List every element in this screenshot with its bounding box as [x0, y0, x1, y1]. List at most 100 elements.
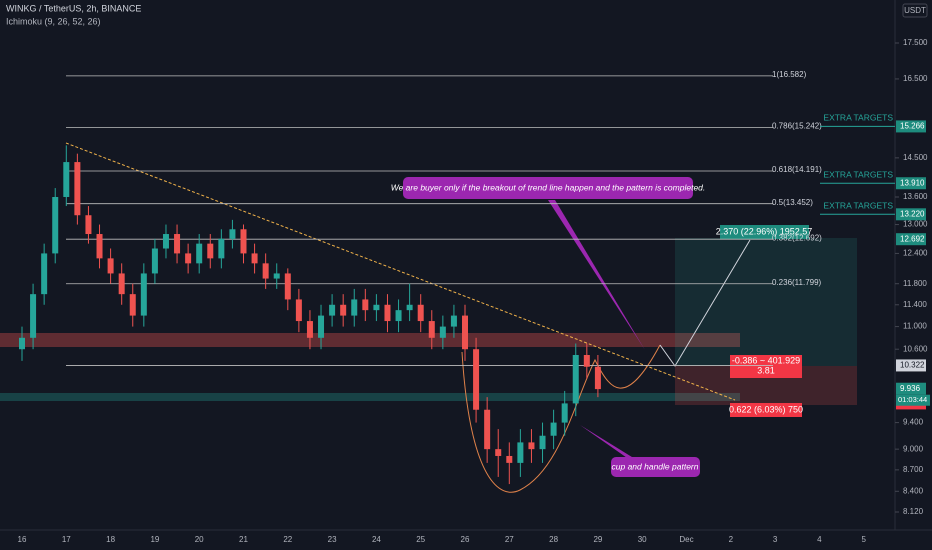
callout-box — [611, 457, 700, 477]
price-tag — [896, 177, 926, 190]
candle-body — [528, 442, 535, 450]
y-tick-label: 9.000 — [903, 444, 924, 453]
candle-body — [329, 304, 336, 316]
x-tick-label: 5 — [861, 535, 866, 544]
y-tick-label: 9.400 — [903, 418, 924, 427]
x-tick-label: 17 — [62, 535, 71, 544]
fib-label: 1(16.582) — [772, 70, 807, 79]
y-tick-label: 12.400 — [903, 249, 928, 258]
entry-label: -0.386 ~ 401.929 — [732, 355, 800, 365]
x-tick-label: 23 — [328, 535, 337, 544]
cup-curve — [461, 344, 661, 493]
candle-body — [196, 243, 203, 264]
candle-body — [129, 294, 136, 316]
y-tick-label: 11.800 — [903, 279, 927, 288]
x-tick-label: 26 — [461, 535, 470, 544]
candle-body — [85, 215, 92, 235]
candle-body — [118, 273, 125, 295]
x-tick-label: 27 — [505, 535, 514, 544]
callout-text: We are buyer only if the breakout of tre… — [391, 182, 706, 192]
candle-body — [30, 294, 37, 338]
target-zone — [675, 238, 857, 366]
x-tick-label: 16 — [18, 535, 27, 544]
candle-body — [19, 337, 25, 350]
candle-body — [473, 349, 480, 410]
y-tick-label: 11.400 — [903, 300, 927, 309]
candle-body — [174, 234, 181, 254]
y-tick-label: 8.400 — [903, 486, 924, 495]
price-tag-label: 12.692 — [900, 234, 925, 243]
price-tag — [896, 120, 926, 133]
currency: USDT — [904, 6, 926, 15]
y-tick-label: 16.500 — [903, 74, 928, 83]
candle-body — [462, 315, 468, 350]
candle-body — [351, 299, 358, 316]
price-tag-label: 15.266 — [900, 122, 925, 131]
candle-body — [318, 315, 325, 338]
target-label: EXTRA TARGETS — [823, 201, 893, 211]
candle-body — [107, 258, 114, 274]
candle-body — [362, 299, 369, 311]
price-tag — [896, 359, 926, 372]
y-tick-label: 13.600 — [903, 192, 928, 201]
currency-badge — [902, 3, 928, 18]
candle-body — [306, 321, 313, 338]
stop-label-box — [730, 403, 802, 417]
candle-body — [406, 304, 413, 311]
candle-body — [550, 422, 557, 436]
target-label: EXTRA TARGETS — [823, 113, 893, 123]
support-zone — [0, 393, 740, 401]
fib-label: 0.382(12.692) — [772, 233, 822, 242]
fib-label: 0.618(14.191) — [772, 165, 822, 174]
x-tick-label: 29 — [593, 535, 602, 544]
indicator-title: Ichimoku (9, 26, 52, 26) — [6, 16, 101, 26]
callout-pointer — [548, 200, 645, 350]
price-tag-label: 13.220 — [900, 209, 925, 218]
resistance-zone — [0, 333, 740, 347]
x-tick-label: 18 — [106, 535, 115, 544]
countdown: 01:03:44 — [898, 395, 927, 404]
countdown-box — [896, 394, 930, 406]
target-label: EXTRA TARGETS — [823, 169, 893, 179]
candle-body — [495, 449, 502, 456]
x-tick-label: 20 — [195, 535, 204, 544]
fib-label: 0.236(11.799) — [772, 278, 822, 287]
candle-body — [384, 304, 391, 322]
candle-body — [373, 304, 380, 311]
x-tick-label: 4 — [817, 535, 822, 544]
candle-body — [96, 234, 103, 259]
candle-body — [428, 321, 435, 338]
trend-line — [65, 142, 736, 401]
price-tag — [896, 382, 926, 395]
x-tick-label: 22 — [283, 535, 292, 544]
y-tick-label: 14.500 — [903, 153, 928, 162]
candle-body — [273, 273, 280, 279]
candle-body — [251, 253, 258, 264]
y-tick-label: 8.120 — [903, 507, 924, 516]
y-tick-label: 17.500 — [903, 38, 928, 47]
candle-body — [240, 229, 247, 254]
candle-body — [506, 455, 513, 463]
y-tick-label: 10.600 — [903, 344, 928, 353]
candle-body — [140, 273, 147, 316]
candle-body — [74, 162, 81, 216]
fib-label: 0.5(13.452) — [772, 198, 813, 207]
y-tick-label: 13.000 — [903, 220, 928, 229]
x-tick-label: 24 — [372, 535, 381, 544]
candle-body — [517, 442, 524, 463]
candle-body — [229, 229, 236, 239]
x-tick-label: 2 — [729, 535, 734, 544]
callout-text: cup and handle pattern — [612, 461, 699, 471]
callout-pointer — [580, 425, 640, 462]
projection-path — [659, 239, 751, 367]
candle-body — [262, 263, 269, 279]
price-tag-label: 9.936 — [900, 384, 921, 393]
candle-body — [340, 304, 347, 316]
x-tick-label: 25 — [416, 535, 425, 544]
candle-body — [539, 435, 546, 450]
x-tick-label: 19 — [150, 535, 159, 544]
candle-body — [41, 253, 48, 295]
fib-label: 0.786(15.242) — [772, 121, 822, 130]
callout-box — [403, 177, 693, 199]
